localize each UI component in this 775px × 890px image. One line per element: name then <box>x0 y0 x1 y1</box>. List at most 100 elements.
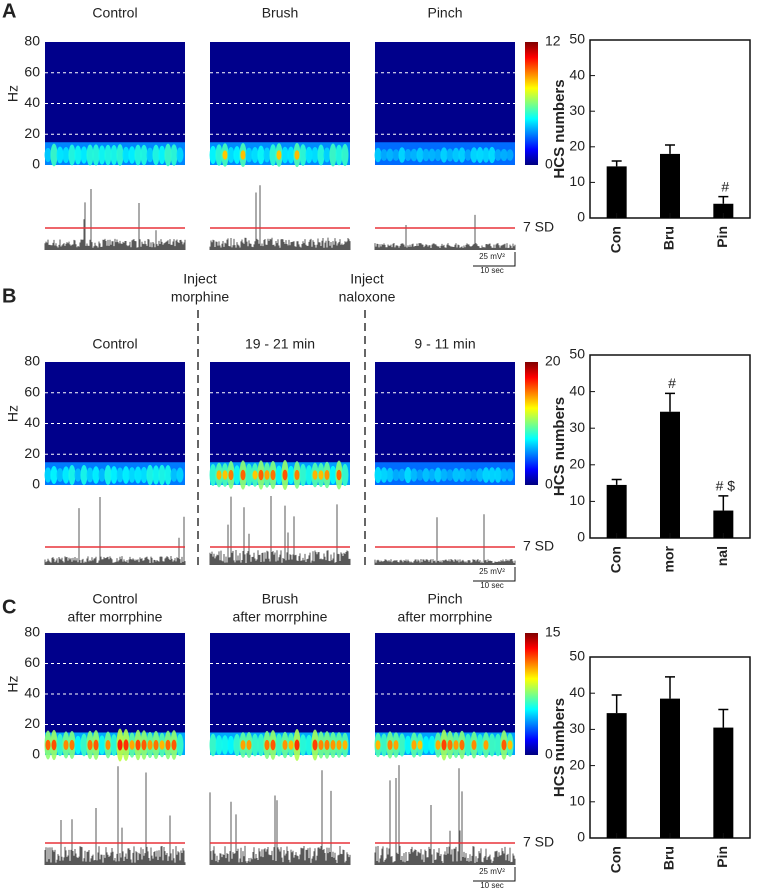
spectrogram-blob <box>110 466 118 484</box>
hz-tick-label: 20 <box>24 445 40 461</box>
spectrogram-blob <box>86 467 94 483</box>
spectrogram-blob <box>410 468 418 482</box>
spectrogram-blob <box>246 740 252 750</box>
error-bar <box>718 708 729 728</box>
spectrogram-blob <box>135 739 141 751</box>
hz-tick-label: 40 <box>24 414 40 430</box>
injection-label: Inject <box>183 271 217 287</box>
spectrogram-blob <box>141 739 147 751</box>
spectrogram-blob <box>222 470 228 480</box>
spectrogram-blob <box>380 467 388 483</box>
hz-label: Hz <box>5 675 21 692</box>
spectrogram-blob <box>464 149 472 161</box>
spectrogram-blob <box>305 146 313 164</box>
spectrogram-blob <box>404 149 412 161</box>
spectrogram-blob <box>56 468 64 482</box>
colorbar <box>525 633 538 755</box>
bar <box>660 698 680 838</box>
spectrogram-blob <box>428 735 436 755</box>
spectrogram-blob <box>117 739 123 751</box>
y-tick-label: 0 <box>577 829 585 845</box>
spectrogram-blob <box>398 147 406 163</box>
spectrogram-blob <box>56 146 64 164</box>
spectrogram-title: Pinch <box>427 591 462 607</box>
spectrogram-blob <box>80 733 88 757</box>
x-tick-label: Pin <box>714 226 730 248</box>
spectrogram-blob <box>287 465 295 485</box>
x-tick-label: Bru <box>661 226 677 250</box>
spectrogram-blob <box>422 736 430 754</box>
spectrogram-blob <box>318 739 324 751</box>
scale-bar-label: 25 mV² <box>479 252 505 261</box>
spectrogram-blob <box>74 735 82 755</box>
spectrogram-blob <box>93 739 99 751</box>
spectrogram-blob <box>170 144 178 166</box>
colorbar-tick-label: 0 <box>545 156 553 172</box>
spectrogram-blob <box>299 463 307 487</box>
spectrogram-blob <box>264 739 270 751</box>
spectrogram-blob <box>170 468 178 482</box>
spectrogram-blob <box>45 739 51 751</box>
scale-bar-label: 10 sec <box>480 581 504 590</box>
y-tick-label: 30 <box>569 720 585 736</box>
spectrogram-blob <box>488 733 496 757</box>
spectrogram-blob <box>374 466 382 484</box>
spectrogram-blob <box>476 734 484 756</box>
spectrogram-blob <box>209 145 217 165</box>
spectrogram-blob <box>341 143 349 167</box>
y-tick-label: 0 <box>577 529 585 545</box>
spectrogram-blob <box>68 144 76 166</box>
spectrogram-blob <box>411 740 417 750</box>
spectrogram-blob <box>435 740 441 750</box>
spectrogram-blob <box>74 468 82 482</box>
spectrogram-blob <box>98 735 106 755</box>
spectrogram-blob <box>165 739 171 751</box>
y-axis-title: HCS numbers <box>551 698 568 797</box>
spectrogram-blob <box>494 467 502 483</box>
spectrogram-blob <box>329 465 337 485</box>
spectrogram-blob <box>128 146 136 164</box>
spectrogram-blob <box>464 468 472 482</box>
spectrogram-blob <box>392 149 400 161</box>
spectrogram-blob <box>44 467 52 483</box>
colorbar <box>525 42 538 165</box>
y-tick-label: 20 <box>569 756 585 772</box>
injection-label: morphine <box>171 289 230 305</box>
spectrogram-blob <box>446 469 454 481</box>
spectrogram-blob <box>123 739 129 751</box>
spectrogram-blob <box>404 466 412 484</box>
spectrogram-blob <box>299 734 307 756</box>
y-tick-label: 50 <box>569 648 585 664</box>
spectrogram-blob <box>228 469 234 481</box>
spectrogram-blob <box>227 735 235 755</box>
spectrogram-blob <box>146 147 154 163</box>
colorbar-tick-label: 0 <box>545 476 553 492</box>
spectrogram-blob <box>386 148 394 162</box>
y-tick-label: 20 <box>569 456 585 472</box>
y-tick-label: 10 <box>569 492 585 508</box>
spectrogram-blob <box>458 468 466 482</box>
spectrogram-blob <box>318 470 324 480</box>
significance-mark: # $ <box>716 478 736 494</box>
hz-tick-label: 60 <box>24 63 40 79</box>
spectrogram-blob <box>417 740 423 750</box>
spectrogram-blob <box>323 147 331 163</box>
spectrogram-blob <box>324 739 330 751</box>
scale-bar-label: 25 mV² <box>479 867 505 876</box>
y-tick-label: 40 <box>569 66 585 82</box>
spectrogram-blob <box>452 147 460 163</box>
spectrogram-title: after morrphine <box>398 609 493 625</box>
spectrogram-blob <box>171 739 177 751</box>
spectrogram-blob <box>159 740 165 750</box>
hz-tick-label: 60 <box>24 654 40 670</box>
spectrogram-blob <box>335 144 343 166</box>
spectrogram-blob <box>146 464 154 486</box>
spectrogram-blob <box>294 739 300 751</box>
spectrogram-blob <box>152 465 160 485</box>
spectrogram-blob <box>281 146 289 164</box>
trace <box>44 766 186 865</box>
spectrogram-blob <box>287 146 295 164</box>
spectrogram-blob <box>104 144 112 166</box>
spectrogram-blob <box>257 733 265 757</box>
spectrogram-blob <box>324 470 330 480</box>
